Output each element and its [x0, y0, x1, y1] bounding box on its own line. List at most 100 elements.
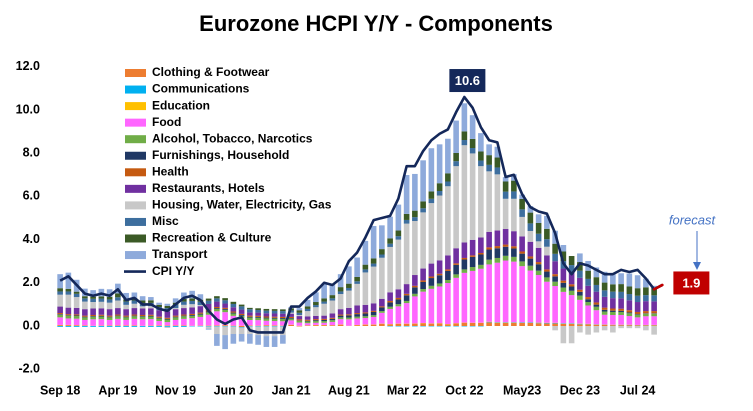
bar-segment [577, 324, 583, 326]
bar-segment [370, 225, 377, 259]
bar-segment [593, 267, 600, 278]
bar-segment [263, 320, 270, 326]
bar-segment [123, 317, 129, 320]
bar-segment [197, 316, 204, 326]
bar-segment [288, 312, 294, 314]
bar-segment [238, 333, 245, 342]
bar-segment [73, 293, 80, 298]
bar-segment [552, 286, 558, 323]
bar-segment [263, 310, 270, 314]
bar-segment [618, 311, 624, 315]
bar-segment [412, 221, 418, 276]
bar-segment [230, 303, 237, 308]
bar-segment [420, 212, 426, 269]
bar-segment [222, 312, 228, 326]
bar-segment [387, 300, 393, 303]
bar-segment [164, 322, 171, 326]
bar-segment [197, 294, 204, 300]
bar-segment [601, 296, 608, 308]
bar-segment [412, 287, 418, 294]
bar-segment [65, 294, 72, 308]
bar-segment [263, 318, 270, 321]
bar-segment [354, 316, 360, 319]
bar-segment [214, 308, 220, 312]
bar-segment [651, 295, 657, 302]
bar-segment [610, 325, 616, 326]
bar-segment [403, 323, 410, 326]
bar-segment [469, 239, 476, 256]
bar-segment [98, 326, 105, 327]
bar-segment [197, 306, 204, 313]
bar-segment [494, 174, 501, 231]
bar-segment [370, 310, 377, 312]
bar-segment [552, 276, 558, 282]
bar-segment [469, 138, 476, 149]
bar-segment [115, 308, 121, 315]
bar-segment [453, 263, 459, 265]
bar-segment [494, 167, 501, 175]
bar-segment [387, 216, 393, 239]
bar-segment [98, 319, 105, 326]
legend-label: CPI Y/Y [152, 264, 194, 278]
bar-segment [387, 308, 393, 325]
bar-segment [395, 297, 402, 300]
bar-segment [494, 322, 501, 326]
bar-segment [164, 317, 171, 319]
legend-swatch [125, 234, 146, 243]
bar-segment [238, 326, 245, 328]
bar-segment [148, 314, 154, 316]
bar-segment [329, 320, 336, 322]
bar-segment [486, 231, 492, 248]
bar-segment [461, 259, 468, 270]
bar-segment [296, 312, 303, 315]
bar-segment [98, 314, 105, 316]
bar-segment [527, 270, 534, 323]
bar-segment [280, 318, 286, 322]
bar-segment [255, 320, 261, 326]
bar-segment [98, 301, 105, 309]
bar-segment [205, 328, 212, 330]
bar-segment [651, 287, 657, 296]
bar-segment [453, 152, 459, 162]
bar-segment [82, 301, 88, 310]
bar-segment [568, 295, 575, 324]
bar-segment [139, 316, 146, 320]
x-tick-label: Mar 22 [387, 383, 427, 397]
x-tick-label: Dec 23 [560, 383, 600, 397]
bar-segment [387, 292, 393, 301]
bar-segment [643, 287, 649, 296]
bar-segment [214, 308, 220, 309]
bar-segment [337, 314, 344, 316]
bar-segment [511, 231, 517, 247]
bar-segment [123, 326, 129, 327]
bar-segment [354, 283, 360, 306]
bar-segment [544, 323, 550, 326]
legend-swatch [125, 251, 146, 260]
bar-segment [156, 302, 162, 305]
bar-segment [519, 236, 525, 252]
bar-segment [271, 309, 278, 311]
bar-segment [271, 336, 278, 347]
bar-segment [585, 324, 591, 326]
bar-segment [296, 310, 303, 313]
legend-label: Food [152, 115, 181, 129]
bar-segment [535, 262, 542, 265]
bar-segment [230, 311, 237, 313]
bar-segment [123, 315, 129, 317]
bar-segment [222, 308, 228, 310]
bar-segment [527, 256, 534, 259]
bar-segment [593, 310, 600, 325]
bar-segment [296, 316, 303, 320]
bar-segment [634, 325, 641, 326]
bar-segment [568, 326, 575, 344]
bar-segment [263, 316, 270, 318]
bar-segment [436, 144, 443, 184]
bar-segment [131, 315, 138, 317]
bar-segment [214, 301, 220, 307]
bar-segment [445, 269, 451, 271]
bar-segment [643, 326, 649, 331]
bar-segment [478, 268, 484, 323]
legend-label: Transport [152, 247, 207, 261]
bar-segment [601, 311, 608, 315]
